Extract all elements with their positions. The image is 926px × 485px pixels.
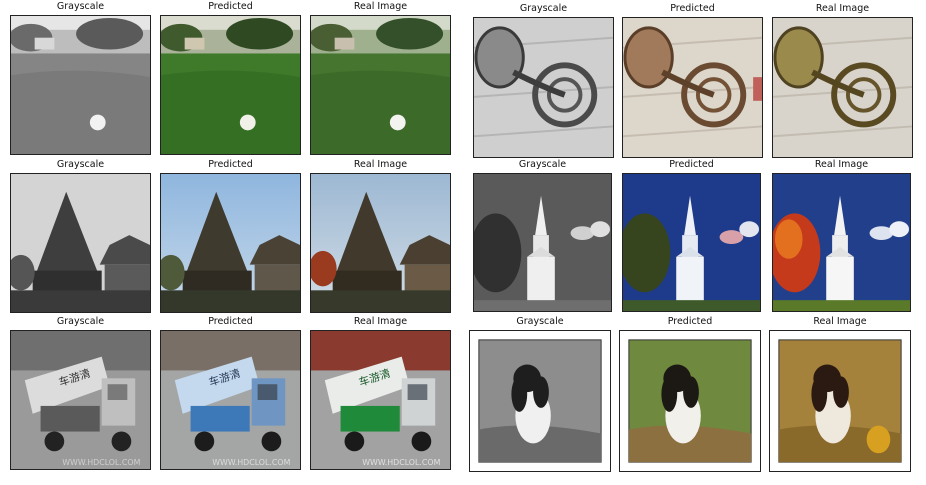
truck-grayscale-image: 车游清 WWW.HDCLOL.COM: [10, 330, 151, 470]
panel-title: Real Image: [353, 316, 408, 327]
panel-title: Predicted: [208, 316, 253, 327]
tower-grayscale-panel: Grayscale: [10, 159, 151, 313]
panel-title: Grayscale: [518, 159, 567, 170]
horn-predicted-image: [622, 17, 763, 158]
church-real-panel: Real Image: [772, 159, 911, 312]
watermark-text: WWW.HDCLOL.COM: [362, 458, 440, 467]
horn-grayscale-panel: Grayscale: [473, 3, 614, 158]
church-predicted-image: [622, 173, 761, 312]
panel-title: Predicted: [208, 159, 253, 170]
panel-title: Predicted: [208, 1, 253, 12]
truck-predicted-panel: Predicted 车游清 WWW.HDCLOL.COM: [160, 316, 301, 470]
church-grayscale-panel: Grayscale: [473, 159, 612, 312]
golf-grayscale-panel: Grayscale: [10, 1, 151, 155]
truck-real-image: 车游清 WWW.HDCLOL.COM: [310, 330, 451, 470]
panel-title: Real Image: [353, 1, 408, 12]
dog-grayscale-panel: Grayscale: [469, 316, 611, 472]
horn-real-image: [772, 17, 913, 158]
tower-predicted-image: [160, 173, 301, 313]
watermark-text: WWW.HDCLOL.COM: [62, 458, 140, 467]
panel-title: Predicted: [670, 3, 715, 14]
panel-title: Grayscale: [56, 316, 105, 327]
golf-predicted-image: [160, 15, 301, 155]
dog-predicted-panel: Predicted: [619, 316, 761, 472]
tower-predicted-panel: Predicted: [160, 159, 301, 313]
church-predicted-panel: Predicted: [622, 159, 761, 312]
panel-title: Grayscale: [56, 159, 105, 170]
truck-predicted-image: 车游清 WWW.HDCLOL.COM: [160, 330, 301, 470]
panel-title: Predicted: [669, 159, 714, 170]
panel-title: Real Image: [353, 159, 408, 170]
horn-real-panel: Real Image: [772, 3, 913, 158]
tower-grayscale-image: [10, 173, 151, 313]
panel-title: Real Image: [813, 316, 867, 327]
panel-title: Predicted: [667, 316, 713, 327]
golf-real-panel: Real Image: [310, 1, 451, 155]
watermark-text: WWW.HDCLOL.COM: [212, 458, 290, 467]
golf-grayscale-image: [10, 15, 151, 155]
tower-real-image: [310, 173, 451, 313]
horn-predicted-panel: Predicted: [622, 3, 763, 158]
truck-grayscale-panel: Grayscale 车游清 WWW.HDCLOL.COM: [10, 316, 151, 470]
horn-grayscale-image: [473, 17, 614, 158]
panel-title: Grayscale: [516, 316, 564, 327]
panel-title: Grayscale: [56, 1, 105, 12]
truck-real-panel: Real Image 车游清 WWW.HDCLOL.COM: [310, 316, 451, 470]
dog-predicted-image: [619, 330, 761, 472]
dog-real-panel: Real Image: [769, 316, 911, 472]
church-grayscale-image: [473, 173, 612, 312]
panel-title: Grayscale: [519, 3, 568, 14]
panel-title: Real Image: [815, 3, 870, 14]
dog-real-image: [769, 330, 911, 472]
dog-grayscale-image: [469, 330, 611, 472]
golf-real-image: [310, 15, 451, 155]
panel-title: Real Image: [814, 159, 869, 170]
golf-predicted-panel: Predicted: [160, 1, 301, 155]
tower-real-panel: Real Image: [310, 159, 451, 313]
church-real-image: [772, 173, 911, 312]
